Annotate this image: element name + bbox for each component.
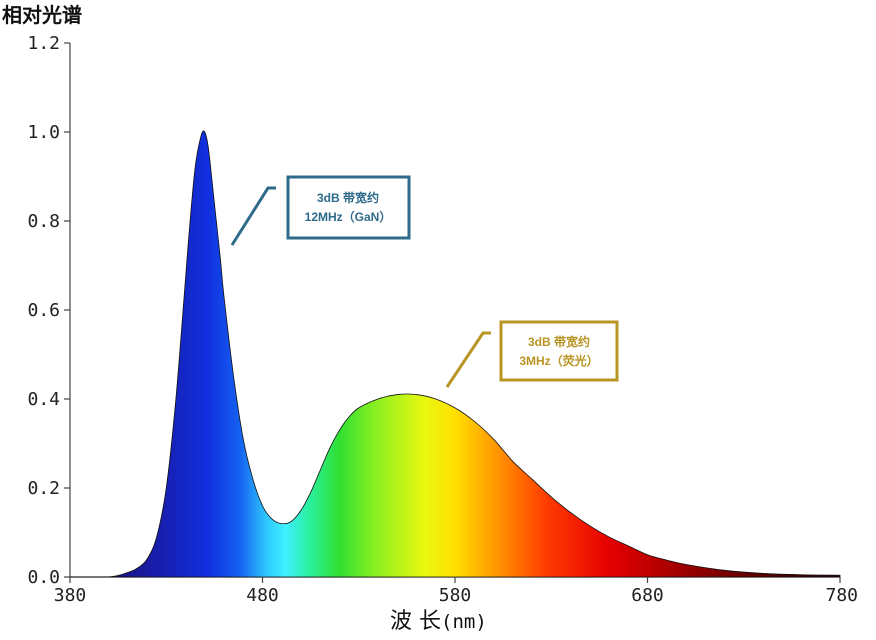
annotation-gan-line1: 3dB 带宽约 — [317, 190, 379, 205]
y-tick-label: 1.2 — [27, 33, 60, 54]
y-tick-label: 0.0 — [27, 567, 60, 588]
annotation-gan: 3dB 带宽约 12MHz（GaN） — [230, 175, 411, 246]
x-tick-label: 580 — [439, 585, 472, 606]
y-tick-label: 1.0 — [27, 122, 60, 143]
x-axis-label-main: 波 长 — [390, 609, 441, 634]
x-tick-label: 680 — [631, 585, 664, 606]
annotation-phosphor: 3dB 带宽约 3MHz（荧光） — [445, 320, 619, 388]
y-tick-label: 0.8 — [27, 211, 60, 232]
x-axis-label-unit: (nm) — [441, 611, 487, 633]
y-tick-label: 0.6 — [27, 300, 60, 321]
x-tick-label: 480 — [246, 585, 279, 606]
y-tick-label: 0.4 — [27, 389, 60, 410]
annotation-phosphor-line2: 3MHz（荧光） — [519, 353, 598, 368]
annotation-phosphor-leader — [445, 331, 491, 388]
annotation-phosphor-box — [499, 320, 619, 382]
x-tick-label: 780 — [825, 585, 858, 606]
annotation-gan-line2: 12MHz（GaN） — [305, 209, 392, 224]
y-tick-label: 0.2 — [27, 478, 60, 499]
spectrum-area — [70, 130, 841, 578]
x-axis-label: 波 长(nm) — [390, 609, 487, 634]
annotation-gan-box — [286, 175, 411, 240]
x-ticks: 380 480 580 680 780 — [54, 577, 858, 606]
y-axis-label: 相对光谱 — [2, 3, 82, 27]
annotation-phosphor-line1: 3dB 带宽约 — [528, 334, 590, 349]
annotation-gan-leader — [230, 186, 276, 246]
x-tick-label: 380 — [54, 585, 87, 606]
y-ticks: 0.0 0.2 0.4 0.6 0.8 1.0 1.2 — [27, 33, 70, 588]
